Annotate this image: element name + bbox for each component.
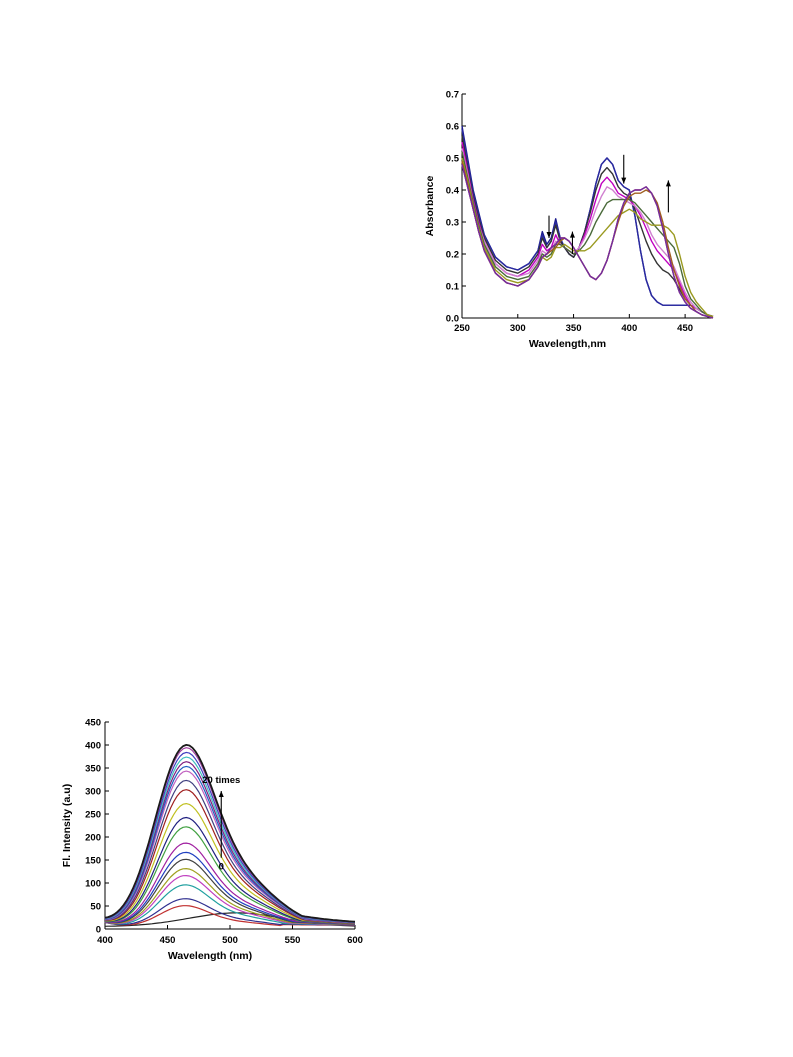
fluorescence-chart: 0 50 100 150 200 250 300 350 400 450 400 450 500 550 6… [55,710,365,970]
x-tick-label: 400 [621,323,637,334]
y-axis-label: Fl. Intensity (a.u) [61,784,73,867]
y-tick-label: 0.4 [446,186,460,197]
x-axis-label: Wavelength,nm [529,338,606,350]
y-tick-label: 250 [85,810,101,821]
fluorescence-chart-svg: 0 50 100 150 200 250 300 350 400 450 400 450 500 550 6… [61,718,363,963]
x-tick-label: 450 [677,323,693,334]
y-tick-label: 350 [85,764,101,775]
y-tick-label: 0.6 [446,122,459,133]
absorbance-series-line [461,148,714,318]
x-tick-label: 350 [566,323,582,334]
x-axis-label: Wavelength (nm) [168,950,252,962]
y-tick-label: 450 [85,718,101,729]
y-axis-label: Absorbance [424,176,436,237]
absorbance-series-line [461,151,714,318]
y-tick-label: 0.2 [446,250,459,261]
arrow-up-head [569,231,575,238]
absorbance-chart-svg: 0.0 0.1 0.2 0.3 0.4 0.5 0.6 0.7 250 300 350 400 450 W… [424,90,714,350]
x-tick-label: 400 [97,935,113,946]
absorbance-series-line [461,135,714,318]
y-tick-label: 0 [96,925,101,936]
x-tick-label: 450 [160,935,176,946]
annotation-top-label: 20 times [202,775,240,786]
y-tick-label: 150 [85,856,101,867]
x-tick-label: 500 [222,935,238,946]
arrow-up-head [218,791,224,797]
x-tick-label: 300 [510,323,526,334]
absorbance-series-line [461,157,714,318]
x-tick-label: 250 [454,323,470,334]
x-tick-label: 550 [285,935,301,946]
arrow-down-head [546,232,552,238]
y-tick-label: 100 [85,879,101,890]
y-tick-label: 400 [85,741,101,752]
fluorescence-series-line [104,744,356,923]
absorbance-chart: 0.0 0.1 0.2 0.3 0.4 0.5 0.6 0.7 250 300 350 400 450 W… [395,80,725,370]
arrow-down-head [621,177,627,184]
y-tick-label: 0.0 [446,314,459,325]
annotation-bottom-label: 0 [219,862,224,873]
y-tick-label: 200 [85,833,101,844]
fluorescence-series-line [104,779,356,924]
y-tick-label: 0.5 [446,154,460,165]
y-tick-label: 0.3 [446,218,459,229]
absorbance-series-line [461,141,714,318]
absorbance-series-line [461,129,714,318]
y-tick-label: 0.7 [446,90,459,101]
absorbance-series-line [461,164,714,319]
y-tick-label: 300 [85,787,101,798]
arrow-up-head [665,180,671,187]
y-tick-label: 50 [90,902,101,913]
y-tick-label: 0.1 [446,282,460,293]
x-tick-label: 600 [347,935,363,946]
